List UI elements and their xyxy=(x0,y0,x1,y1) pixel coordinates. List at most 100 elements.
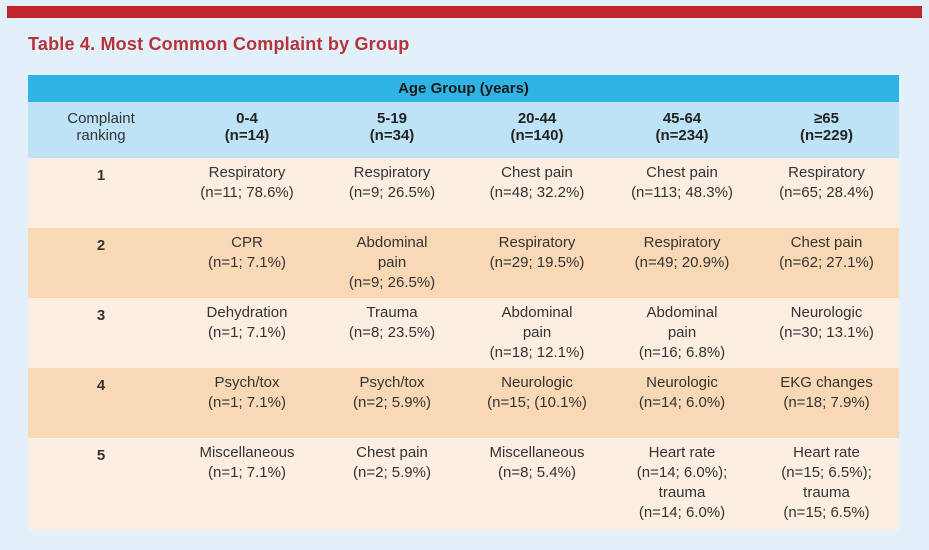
complaint-cell-line: Trauma xyxy=(366,304,418,321)
complaint-cell-line: Chest pain xyxy=(501,164,573,181)
complaint-cell: Psych/tox (n=2; 5.9%) xyxy=(320,368,464,438)
group-range: ≥65 xyxy=(814,110,839,127)
complaint-cell-line: (n=8; 23.5%) xyxy=(348,324,436,341)
complaint-cell-line: Neurologic xyxy=(501,374,573,391)
complaint-cell: Miscellaneous (n=8; 5.4%) xyxy=(464,438,610,530)
complaint-cell: Chest pain (n=62; 27.1%) xyxy=(754,228,899,298)
group-count: (n=140) xyxy=(510,127,564,144)
complaint-cell-line: Heart rate xyxy=(793,444,860,461)
complaint-cell-line: EKG changes xyxy=(780,374,873,391)
complaint-cell-line: (n=9; 26.5%) xyxy=(348,184,436,201)
rank-cell: 1 xyxy=(28,158,174,228)
complaint-cell-line: Abdominal xyxy=(356,234,428,251)
group-header: 20-44 (n=140) xyxy=(464,102,610,158)
complaint-cell-line: (n=15; 6.5%) xyxy=(783,504,870,521)
complaint-cell-line: Psych/tox xyxy=(214,374,280,391)
complaint-cell: EKG changes (n=18; 7.9%) xyxy=(754,368,899,438)
complaint-cell-line: Chest pain xyxy=(356,444,428,461)
complaint-cell-line: (n=18; 12.1%) xyxy=(489,344,585,361)
complaint-cell-line: (n=1; 7.1%) xyxy=(208,324,286,341)
complaint-cell: Respiratory (n=49; 20.9%) xyxy=(610,228,754,298)
complaint-cell-line: pain xyxy=(667,324,697,341)
complaint-cell-line: Respiratory xyxy=(643,234,721,251)
complaint-cell-line: trauma xyxy=(803,484,850,501)
complaint-cell-line: Abdominal xyxy=(501,304,573,321)
ranking-header-line: ranking xyxy=(76,127,126,144)
complaint-cell-line: (n=30; 13.1%) xyxy=(779,324,874,341)
complaint-cell: Neurologic (n=15; (10.1%) xyxy=(464,368,610,438)
group-range: 0-4 xyxy=(236,110,258,127)
complaint-cell-line: (n=48; 32.2%) xyxy=(489,184,585,201)
complaint-cell-line: Psych/tox xyxy=(359,374,425,391)
complaint-cell-line: Neurologic xyxy=(646,374,718,391)
complaint-cell-line: (n=1; 7.1%) xyxy=(208,254,286,271)
complaint-cell-line: (n=14; 6.0%); xyxy=(636,464,728,481)
complaint-cell: Neurologic (n=14; 6.0%) xyxy=(610,368,754,438)
complaint-cell: Chest pain (n=48; 32.2%) xyxy=(464,158,610,228)
complaint-cell-line: (n=62; 27.1%) xyxy=(779,254,874,271)
group-header: 5-19 (n=34) xyxy=(320,102,464,158)
group-count: (n=34) xyxy=(369,127,415,144)
complaint-table: Age Group (years) Complaint ranking 0-4(… xyxy=(28,75,899,530)
complaint-cell: Respiratory (n=9; 26.5%) xyxy=(320,158,464,228)
complaint-cell-line: Chest pain xyxy=(646,164,718,181)
complaint-cell-line: Respiratory xyxy=(788,164,865,181)
group-range: 5-19 xyxy=(376,110,408,127)
complaint-cell-line: Abdominal xyxy=(646,304,718,321)
group-count: (n=14) xyxy=(224,127,270,144)
complaint-cell-line: Respiratory xyxy=(498,234,576,251)
complaint-cell-line: Heart rate xyxy=(648,444,716,461)
rank-cell: 2 xyxy=(28,228,174,298)
complaint-cell-line: (n=9; 26.5%) xyxy=(348,274,436,291)
ranking-header-line: Complaint xyxy=(67,110,135,127)
table-row: 1 Respiratory (n=11; 78.6%) Respiratory (n=9… xyxy=(28,158,899,228)
complaint-cell-line: (n=65; 28.4%) xyxy=(779,184,874,201)
complaint-cell-line: Miscellaneous xyxy=(199,444,295,461)
group-header: 45-64 (n=234) xyxy=(610,102,754,158)
complaint-cell: Neurologic (n=30; 13.1%) xyxy=(754,298,899,368)
ranking-header: Complaint ranking xyxy=(28,102,174,158)
complaint-cell: Heart rate (n=14; 6.0%); trauma (n=14; 6.0%… xyxy=(610,438,754,530)
group-count: (n=234) xyxy=(655,127,709,144)
group-header: 0-4 (n=14) xyxy=(174,102,320,158)
table-row: 3 Dehydration (n=1; 7.1%) Trauma (n=8; 23.5%… xyxy=(28,298,899,368)
complaint-cell: Chest pain (n=113; 48.3%) xyxy=(610,158,754,228)
complaint-cell-line: (n=11; 78.6%) xyxy=(200,184,294,201)
rank-cell: 3 xyxy=(28,298,174,368)
complaint-cell: Abdominal pain (n=18; 12.1%) xyxy=(464,298,610,368)
rank-cell: 5 xyxy=(28,438,174,530)
complaint-cell: Miscellaneous (n=1; 7.1%) xyxy=(174,438,320,530)
table-row: 2 CPR (n=1; 7.1%) Abdominal pain (n=9; 26.5%)… xyxy=(28,228,899,298)
table-row: 4 Psych/tox (n=1; 7.1%) Psych/tox (n=2; 5.9%… xyxy=(28,368,899,438)
complaint-cell: Respiratory (n=29; 19.5%) xyxy=(464,228,610,298)
complaint-cell: Respiratory (n=65; 28.4%) xyxy=(754,158,899,228)
rank-cell: 4 xyxy=(28,368,174,438)
complaint-cell-line: Neurologic xyxy=(790,304,863,321)
table-title: Table 4. Most Common Complaint by Group xyxy=(28,34,410,54)
complaint-cell-line: (n=16; 6.8%) xyxy=(638,344,726,361)
top-accent-bar xyxy=(7,6,922,18)
complaint-cell-line: (n=18; 7.9%) xyxy=(783,394,870,411)
complaint-cell-line: (n=8; 5.4%) xyxy=(498,464,576,481)
complaint-cell-line: (n=29; 19.5%) xyxy=(489,254,585,271)
complaint-cell: Abdominal pain (n=9; 26.5%) xyxy=(320,228,464,298)
complaint-cell-line: trauma xyxy=(658,484,706,501)
group-header: ≥65 (n=229) xyxy=(754,102,899,158)
complaint-cell: Trauma (n=8; 23.5%) xyxy=(320,298,464,368)
complaint-cell: Psych/tox (n=1; 7.1%) xyxy=(174,368,320,438)
complaint-cell: CPR (n=1; 7.1%) xyxy=(174,228,320,298)
complaint-cell-line: (n=113; 48.3%) xyxy=(631,184,733,201)
complaint-cell-line: (n=49; 20.9%) xyxy=(634,254,730,271)
group-range: 45-64 xyxy=(662,110,702,127)
complaint-cell: Abdominal pain (n=16; 6.8%) xyxy=(610,298,754,368)
complaint-cell-line: Respiratory xyxy=(208,164,286,181)
complaint-cell: Dehydration (n=1; 7.1%) xyxy=(174,298,320,368)
complaint-cell-line: (n=14; 6.0%) xyxy=(638,504,726,521)
complaint-cell-line: (n=2; 5.9%) xyxy=(353,394,431,411)
group-range: 20-44 xyxy=(517,110,557,127)
complaint-cell-line: Respiratory xyxy=(353,164,431,181)
complaint-cell-line: Chest pain xyxy=(790,234,863,251)
age-group-header: Age Group (years) xyxy=(28,75,899,102)
complaint-cell-line: CPR xyxy=(231,234,263,251)
complaint-cell-line: (n=15; (10.1%) xyxy=(487,394,587,411)
